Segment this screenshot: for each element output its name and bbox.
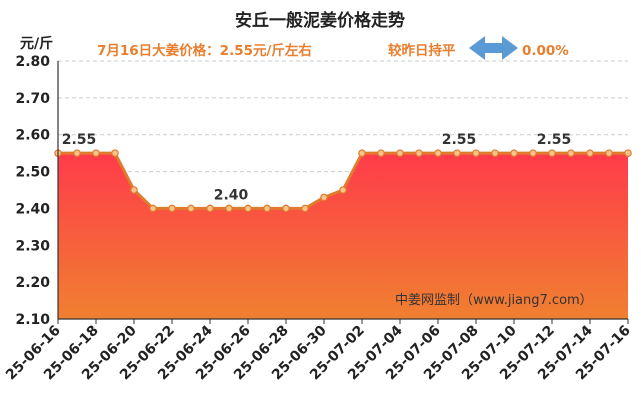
data-point xyxy=(510,149,518,157)
data-point xyxy=(301,204,309,213)
data-point xyxy=(282,204,290,213)
y-tick-label: 2.20 xyxy=(15,275,50,291)
data-point xyxy=(434,149,442,157)
data-labels: 2.55 2.40 2.55 2.55 xyxy=(62,132,572,203)
data-point xyxy=(339,186,347,194)
data-point xyxy=(320,193,328,202)
y-tick-label: 2.80 xyxy=(15,54,50,70)
data-point xyxy=(491,149,499,157)
y-tick-label: 2.70 xyxy=(15,91,50,107)
y-tick-label: 2.60 xyxy=(15,128,50,144)
data-point xyxy=(605,149,613,157)
data-point xyxy=(92,149,100,157)
data-label: 2.55 xyxy=(537,132,572,148)
data-point xyxy=(168,204,176,213)
data-point xyxy=(225,204,233,213)
data-point xyxy=(548,149,556,157)
data-point xyxy=(396,149,404,157)
x-axis-ticks: 25-06-1625-06-1825-06-2025-06-2225-06-24… xyxy=(3,319,634,383)
change-label: 较昨日持平 xyxy=(388,42,456,59)
data-point xyxy=(73,149,81,157)
change-value: 0.00% xyxy=(522,43,569,59)
data-point xyxy=(624,149,632,157)
data-point xyxy=(263,204,271,213)
y-tick-label: 2.50 xyxy=(15,165,50,181)
data-point xyxy=(377,149,385,157)
data-point xyxy=(149,204,157,213)
y-tick-label: 2.10 xyxy=(15,312,50,328)
data-label: 2.40 xyxy=(214,187,249,203)
chart-title: 安丘一般泥姜价格走势 xyxy=(235,10,405,31)
data-point xyxy=(472,149,480,157)
watermark-text: 中姜网监制（www.jiang7.com） xyxy=(395,293,593,308)
data-point xyxy=(206,204,214,213)
y-axis-unit-label: 元/斤 xyxy=(20,35,53,52)
data-point xyxy=(415,149,423,157)
data-label: 2.55 xyxy=(442,132,477,148)
data-point xyxy=(567,149,575,157)
area-shape xyxy=(58,153,628,319)
area-fill xyxy=(58,153,628,319)
axes xyxy=(57,61,628,320)
data-point xyxy=(529,149,537,157)
data-label: 2.55 xyxy=(62,132,97,148)
left-right-arrow-icon xyxy=(469,36,518,60)
data-point xyxy=(244,204,252,213)
data-point xyxy=(130,186,138,194)
data-point xyxy=(358,149,366,157)
y-axis-ticks: 2.80 2.70 2.60 2.50 2.40 2.30 2.20 2.10 xyxy=(15,54,50,328)
data-point xyxy=(586,149,594,157)
y-tick-label: 2.30 xyxy=(15,238,50,254)
data-points xyxy=(54,149,632,213)
data-point xyxy=(111,149,119,157)
data-point xyxy=(187,204,195,213)
price-summary-text: 7月16日大姜价格：2.55元/斤左右 xyxy=(97,42,312,59)
data-point xyxy=(453,149,461,157)
y-tick-label: 2.40 xyxy=(15,201,50,217)
